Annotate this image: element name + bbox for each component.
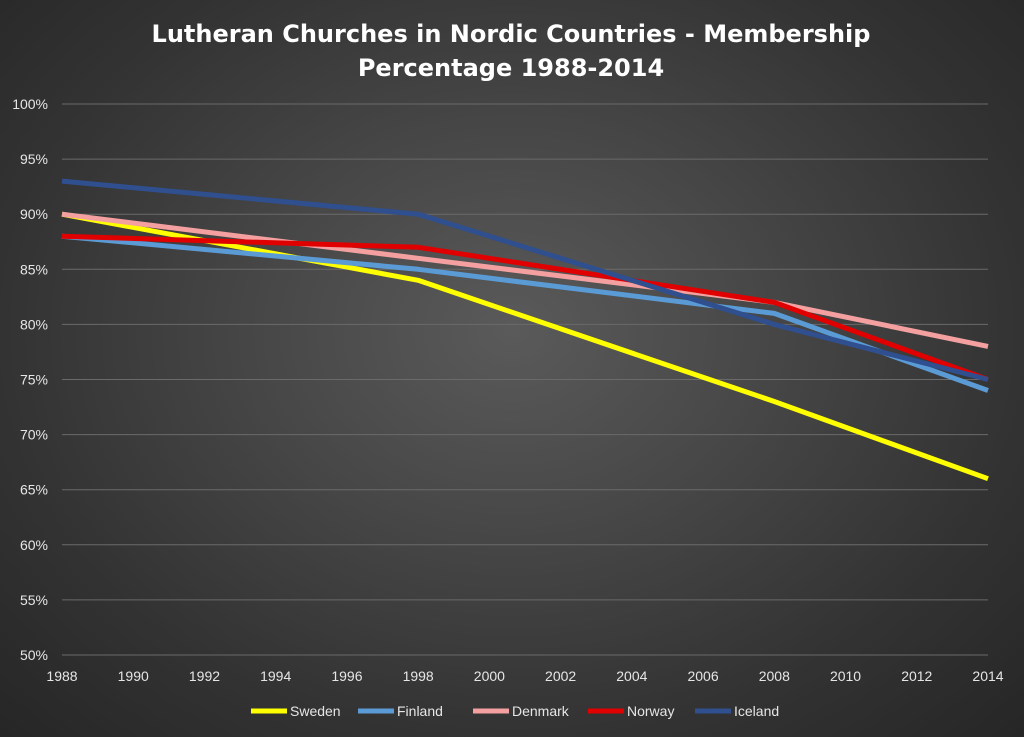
y-tick-label: 100% [12,96,48,112]
y-tick-label: 90% [20,206,48,222]
legend-label-denmark: Denmark [512,703,570,719]
y-tick-label: 85% [20,261,48,277]
x-tick-label: 2008 [759,668,790,684]
y-tick-label: 50% [20,647,48,663]
y-tick-label: 55% [20,592,48,608]
legend: Sweden Finland Denmark Norway Iceland [251,703,779,719]
x-tick-label: 1994 [260,668,291,684]
y-tick-label: 60% [20,537,48,553]
legend-label-sweden: Sweden [290,703,341,719]
series-lines [61,178,989,482]
x-tick-label: 2006 [687,668,718,684]
chart-title-line-1: Lutheran Churches in Nordic Countries - … [152,20,871,48]
x-tick-label: 2010 [830,668,861,684]
x-tick-label: 2004 [616,668,647,684]
x-tick-label: 1988 [46,668,77,684]
series-line-norway [61,233,989,382]
x-tick-label: 1990 [118,668,149,684]
y-tick-label: 70% [20,427,48,443]
legend-label-norway: Norway [627,703,674,719]
x-tick-label: 1998 [403,668,434,684]
series-line-sweden [61,211,989,482]
series-line-denmark [61,211,989,349]
x-tick-label: 2014 [972,668,1003,684]
legend-label-iceland: Iceland [734,703,779,719]
series-line-iceland [61,178,989,382]
chart-title-line-2: Percentage 1988-2014 [358,54,664,82]
y-axis-ticks: 50% 55% 60% 65% 70% 75% 80% 85% 90% 95% 100% [12,96,48,663]
x-tick-label: 2000 [474,668,505,684]
y-tick-label: 95% [20,151,48,167]
gridlines [62,103,988,656]
x-axis-ticks: 1988 1990 1992 1994 1996 1998 2000 2002 2004 2006… [46,668,1003,684]
x-tick-label: 1992 [189,668,220,684]
y-tick-label: 75% [20,372,48,388]
x-tick-label: 2002 [545,668,576,684]
legend-label-finland: Finland [397,703,443,719]
x-tick-label: 2012 [901,668,932,684]
y-tick-label: 65% [20,482,48,498]
x-tick-label: 1996 [331,668,362,684]
series-line-finland [61,233,989,393]
y-tick-label: 80% [20,316,48,332]
